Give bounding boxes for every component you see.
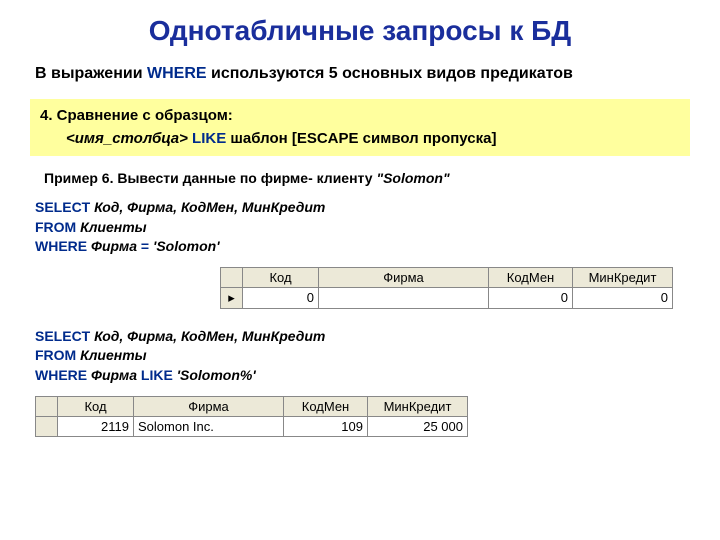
cell-minkredit: 25 000 bbox=[368, 416, 468, 436]
sql1-where: WHERE bbox=[35, 238, 87, 254]
sql1-select: SELECT bbox=[35, 199, 90, 215]
sql2-from-rest: Клиенты bbox=[76, 347, 146, 363]
th-minkredit: МинКредит bbox=[368, 396, 468, 416]
cell-minkredit: 0 bbox=[573, 287, 673, 308]
subtitle-prefix: В выражении bbox=[35, 65, 147, 82]
row-marker-icon: ▸ bbox=[221, 287, 243, 308]
sql-block-2: SELECT Код, Фирма, КодМен, МинКредит FRO… bbox=[35, 327, 690, 386]
page-title: Однотабличные запросы к БД bbox=[30, 15, 690, 47]
highlight-line2: <имя_столбца> LIKE шаблон [ESCAPE символ… bbox=[40, 128, 680, 151]
sql1-from: FROM bbox=[35, 219, 76, 235]
table-header-row: Код Фирма КодМен МинКредит bbox=[36, 396, 468, 416]
example-label-prefix: Пример 6. Вывести данные по фирме- клиен… bbox=[44, 170, 376, 186]
cell-kod: 0 bbox=[243, 287, 319, 308]
result-table-1-wrap: Код Фирма КодМен МинКредит ▸ 0 0 0 bbox=[220, 267, 690, 309]
cell-firma bbox=[319, 287, 489, 308]
cell-firma: Solomon Inc. bbox=[134, 416, 284, 436]
table-row: ▸ 0 0 0 bbox=[221, 287, 673, 308]
th-firma: Фирма bbox=[319, 267, 489, 287]
sql1-where-field: Фирма bbox=[87, 238, 141, 254]
th-kod: Код bbox=[243, 267, 319, 287]
subtitle-keyword: WHERE bbox=[147, 65, 207, 82]
sql2-where-val: 'Solomon%' bbox=[177, 367, 256, 383]
example-label-italic: "Solomon" bbox=[376, 170, 449, 186]
highlight-column-template: <имя_столбца> bbox=[66, 130, 188, 147]
subtitle-suffix: используются 5 основных видов предикатов bbox=[207, 65, 573, 82]
sql1-where-val: 'Solomon' bbox=[153, 238, 220, 254]
highlight-box: 4. Сравнение с образцом: <имя_столбца> L… bbox=[30, 99, 690, 156]
result-table-2-wrap: Код Фирма КодМен МинКредит 2119 Solomon … bbox=[35, 396, 690, 437]
sql1-from-rest: Клиенты bbox=[76, 219, 146, 235]
sql2-like: LIKE bbox=[141, 367, 177, 383]
result-table-1: Код Фирма КодМен МинКредит ▸ 0 0 0 bbox=[220, 267, 673, 309]
table-row: 2119 Solomon Inc. 109 25 000 bbox=[36, 416, 468, 436]
cell-kodmen: 109 bbox=[284, 416, 368, 436]
highlight-line1: 4. Сравнение с образцом: bbox=[40, 105, 680, 128]
th-marker bbox=[36, 396, 58, 416]
th-kodmen: КодМен bbox=[489, 267, 573, 287]
cell-kod: 2119 bbox=[58, 416, 134, 436]
sql2-select: SELECT bbox=[35, 328, 90, 344]
sql2-where-field: Фирма bbox=[87, 367, 141, 383]
th-kod: Код bbox=[58, 396, 134, 416]
highlight-like-kw: LIKE bbox=[188, 130, 231, 147]
th-minkredit: МинКредит bbox=[573, 267, 673, 287]
sql2-where: WHERE bbox=[35, 367, 87, 383]
table-header-row: Код Фирма КодМен МинКредит bbox=[221, 267, 673, 287]
row-marker-icon bbox=[36, 416, 58, 436]
subtitle: В выражении WHERE используются 5 основны… bbox=[30, 65, 690, 83]
sql1-select-rest: Код, Фирма, КодМен, МинКредит bbox=[90, 199, 325, 215]
cell-kodmen: 0 bbox=[489, 287, 573, 308]
sql2-select-rest: Код, Фирма, КодМен, МинКредит bbox=[90, 328, 325, 344]
result-table-2: Код Фирма КодМен МинКредит 2119 Solomon … bbox=[35, 396, 468, 437]
th-firma: Фирма bbox=[134, 396, 284, 416]
th-kodmen: КодМен bbox=[284, 396, 368, 416]
highlight-rest: шаблон [ESCAPE символ пропуска] bbox=[230, 130, 496, 147]
sql1-eq: = bbox=[141, 238, 153, 254]
example-label: Пример 6. Вывести данные по фирме- клиен… bbox=[44, 170, 690, 186]
th-marker bbox=[221, 267, 243, 287]
sql2-from: FROM bbox=[35, 347, 76, 363]
sql-block-1: SELECT Код, Фирма, КодМен, МинКредит FRO… bbox=[35, 198, 690, 257]
